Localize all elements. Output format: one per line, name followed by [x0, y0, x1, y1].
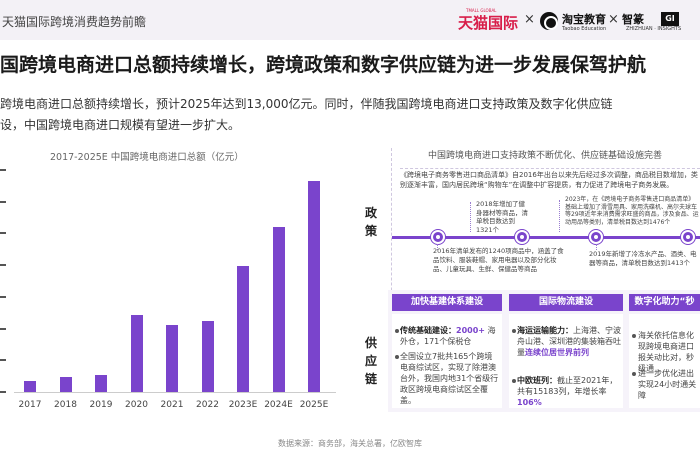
x-tick-label-2019: 2019	[89, 400, 113, 410]
bullet-dot	[512, 329, 516, 333]
bullet-dot	[512, 379, 516, 383]
bullet-dot	[632, 334, 636, 338]
card-logistics-item-2: 中欧班列：截止至2021年，共有15183列，年增长率106%	[517, 376, 618, 407]
times-separator: ×	[524, 12, 535, 27]
bar-2023E	[237, 266, 249, 392]
import-total-bar-chart: 2017 2018 2019 2020 2021 2022 2023E 2024E 2025E	[0, 160, 340, 410]
policy-side-label: 政策	[365, 206, 378, 238]
times-separator: ×	[608, 12, 619, 27]
policy-2016-note: 2016年清单发布的1240项商品中，涵盖了食品饮料、服装鞋帽、家用电器以及部分…	[433, 247, 564, 273]
x-tick-label-2018: 2018	[54, 400, 77, 410]
policy-2019-note: 2019年新增了冷冻水产品、酒类、电器等商品，清单税目数达到1413个	[589, 250, 697, 267]
right-panel-title: 中国跨境电商进口支持政策不断优化、供应链基础设施完善	[428, 151, 663, 161]
card-infrastructure-item-1: 传统基础建设：2000+ 海外仓，171个保税仓	[400, 326, 496, 346]
card-digital-item-1: 海关依托信息化现跨境电商进口报关动比对，秒级通	[638, 331, 694, 373]
data-source-note: 数据来源：商务部，海关总署，亿欧智库	[278, 439, 422, 448]
timeline-connector	[437, 244, 438, 250]
y-axis-tick	[0, 264, 6, 267]
x-tick-label-2025E: 2025E	[299, 400, 329, 410]
bar-2021	[166, 324, 178, 392]
supply-chain-side-label: 供应链	[365, 336, 378, 386]
timeline-connector	[559, 200, 560, 232]
card-digital	[629, 314, 700, 408]
y-axis-tick	[0, 391, 6, 393]
card-digital-header: 数字化助力“秒	[629, 294, 700, 311]
card-logistics	[509, 314, 623, 408]
top-bar	[0, 0, 700, 40]
bar-2022	[201, 320, 214, 392]
zhijian-logo-badge: GI	[661, 12, 679, 26]
card-logistics-item-1: 海运运输能力：上海港、宁波舟山港、深圳港的集装箱吞吐量连续位居世界前列	[517, 326, 621, 357]
card-digital-item-2: 进一步优化进出实现24小时通关障	[638, 369, 697, 400]
taobao-education-logo-icon	[540, 12, 558, 30]
zhijian-logo-subtitle: ZHIZHUAN · INSIGHTS	[626, 26, 682, 32]
x-tick-label-2020: 2020	[125, 400, 148, 410]
y-axis-tick	[0, 232, 6, 235]
y-axis-tick	[0, 200, 6, 203]
timeline-dot-2023	[681, 230, 695, 244]
bar-2024E	[272, 226, 285, 392]
chart-title: 2017-2025E 中国跨境电商进口总额（亿元）	[50, 152, 244, 163]
timeline-connector	[470, 202, 471, 232]
card-infrastructure	[392, 314, 502, 408]
intro-line-2: 设，中国跨境电商进口规模有望进一步扩大。	[0, 118, 241, 132]
tmall-logo-subtitle: TMALL GLOBAL	[466, 8, 497, 13]
timeline-dot-2016	[431, 230, 445, 244]
y-axis-tick	[0, 295, 6, 298]
taobao-education-name: 淘宝教育	[562, 13, 606, 26]
bar-2025E	[308, 181, 320, 392]
bar-2020	[130, 315, 143, 392]
x-tick-label-2024E: 2024E	[264, 400, 293, 410]
intro-paragraph: 跨境电商进口总额持续增长，预计2025年达到13,000亿元。同时，伴随我国跨境…	[0, 94, 700, 136]
x-tick-label-2021: 2021	[160, 400, 184, 410]
policy-2023-note: 2023年，在《跨境电子商务零售进口商品清单》基础上增加了滑雪用具、家用洗碟机、…	[565, 196, 699, 226]
bullet-dot	[632, 372, 636, 376]
intro-line-1: 跨境电商进口总额持续增长，预计2025年达到13,000亿元。同时，伴随我国跨境…	[0, 97, 613, 111]
timeline-dot-2018	[515, 230, 529, 244]
policy-list-overview: 《跨境电子商务零售进口商品清单》自2016年出台以来先后经过多次调整，商品税目数…	[400, 168, 700, 190]
page-headline: 国跨境电商进口总额持续增长，跨境政策和数字供应链为进一步发展保驾护航	[0, 54, 647, 76]
x-tick-label-2022: 2022	[196, 400, 219, 410]
timeline-connector	[596, 244, 597, 250]
x-tick-label-2017: 2017	[18, 400, 42, 410]
bar-2018	[59, 377, 72, 392]
bar-2017	[24, 381, 36, 392]
timeline-dot-2019	[589, 230, 603, 244]
bullet-dot	[395, 355, 399, 359]
y-axis-tick	[0, 169, 6, 171]
zhijian-logo-name: 智篆	[622, 13, 644, 26]
card-infrastructure-header: 加快基建体系建设	[392, 294, 502, 311]
bar-2019	[95, 374, 107, 392]
taobao-education-subtitle: Taobao Education	[562, 26, 607, 32]
y-axis-tick	[0, 359, 6, 362]
report-title: 天猫国际跨境消费趋势前瞻	[2, 15, 147, 29]
tmall-global-logo: 天猫国际	[458, 14, 519, 32]
x-tick-label-2023E: 2023E	[228, 400, 258, 410]
y-axis-tick	[0, 327, 6, 330]
bullet-dot	[395, 329, 399, 333]
section-divider	[391, 148, 392, 410]
card-logistics-header: 国际物流建设	[509, 294, 623, 311]
policy-timeline	[392, 236, 700, 239]
card-infrastructure-item-2: 全国设立7批共165个跨境电商综试区，实现了除港澳台外，我国内地31个省级行政区…	[400, 352, 499, 405]
x-axis-line	[14, 392, 336, 393]
policy-2018-note: 2018年增加了健身器材等商品，清单税目数达到1321个	[476, 200, 528, 234]
